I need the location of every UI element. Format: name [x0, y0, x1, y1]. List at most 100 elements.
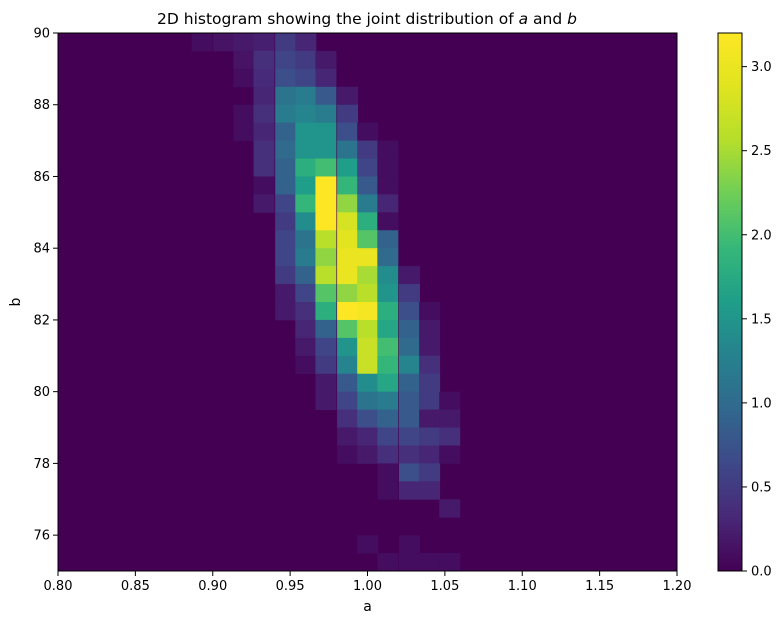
- y-tick-label: 90: [33, 27, 50, 42]
- histogram-cell: [398, 445, 420, 464]
- histogram-cell: [377, 355, 399, 375]
- histogram-cell: [253, 86, 275, 106]
- histogram-cell: [398, 553, 420, 571]
- colorbar-tick-label: 2.5: [751, 144, 772, 159]
- histogram-cell: [295, 194, 317, 213]
- histogram-cell: [315, 337, 337, 357]
- histogram-cell: [315, 212, 337, 231]
- x-tick-label: 0.85: [121, 579, 150, 594]
- histogram-cell: [377, 194, 399, 213]
- histogram-cell: [295, 337, 317, 357]
- histogram-cell: [253, 104, 275, 124]
- histogram-cell: [315, 122, 337, 141]
- histogram-cell: [295, 266, 317, 285]
- histogram-cell: [253, 140, 275, 159]
- histogram-cell: [295, 284, 317, 303]
- histogram-cell: [337, 212, 359, 231]
- histogram-cell: [275, 50, 297, 70]
- histogram-cell: [315, 373, 337, 393]
- colorbar-axis: 0.0 0.5 1.0 1.5 2.0 2.5 3.0: [742, 60, 772, 580]
- histogram-cell: [275, 122, 297, 141]
- y-tick-label: 84: [33, 242, 50, 257]
- histogram-cell: [337, 373, 359, 393]
- colorbar-tick-label: 3.0: [751, 60, 772, 75]
- histogram-cell: [398, 355, 420, 375]
- histogram-cell: [233, 33, 255, 52]
- histogram-cell: [377, 319, 399, 339]
- histogram-cell: [357, 535, 379, 554]
- histogram-cell: [377, 463, 399, 482]
- histogram-cell: [315, 140, 337, 159]
- histogram-cell: [315, 355, 337, 375]
- histogram-cell: [233, 104, 255, 124]
- histogram-cell: [357, 409, 379, 428]
- histogram-cell: [398, 481, 420, 500]
- histogram-cell: [357, 355, 379, 375]
- histogram-cell: [357, 266, 379, 285]
- histogram-cell: [398, 409, 420, 428]
- histogram-cell: [213, 33, 235, 52]
- histogram-cell: [315, 248, 337, 267]
- histogram-cell: [295, 158, 317, 177]
- x-tick-label: 0.90: [198, 579, 227, 594]
- histogram-cell: [253, 158, 275, 177]
- histogram-cell: [337, 284, 359, 303]
- histogram-cell: [337, 337, 359, 357]
- histogram-cell: [337, 266, 359, 285]
- histogram-cell: [253, 122, 275, 141]
- histogram-cell: [275, 33, 297, 52]
- x-tick-label: 0.80: [44, 579, 73, 594]
- histogram-cell: [439, 409, 461, 428]
- histogram-cell: [191, 33, 213, 52]
- histogram-cell: [337, 445, 359, 464]
- histogram-cell: [398, 266, 420, 285]
- histogram-cell: [357, 122, 379, 141]
- colorbar-tick-label: 2.0: [751, 228, 772, 243]
- histogram-cell: [377, 266, 399, 285]
- histogram-cell: [398, 284, 420, 303]
- histogram-cells: [191, 33, 461, 571]
- histogram-cell: [253, 50, 275, 70]
- histogram-cell: [315, 50, 337, 70]
- histogram-cell: [315, 230, 337, 249]
- histogram-cell: [419, 553, 441, 571]
- x-axis-label: a: [363, 599, 372, 615]
- y-axis: 76 78 80 82 84 86 88 90: [33, 27, 58, 544]
- histogram-cell: [295, 230, 317, 249]
- x-tick-label: 1.20: [663, 579, 692, 594]
- y-tick-label: 82: [33, 313, 50, 328]
- x-axis: 0.80 0.85 0.90 0.95 1.00 1.05 1.10 1.15 1.20: [44, 571, 692, 594]
- histogram-cell: [275, 212, 297, 231]
- colorbar-frame: [717, 32, 743, 572]
- histogram-cell: [377, 391, 399, 410]
- histogram-cell: [337, 86, 359, 106]
- histogram-cell: [295, 212, 317, 231]
- histogram-cell: [357, 445, 379, 464]
- histogram-cell: [253, 176, 275, 195]
- histogram-cell: [337, 409, 359, 428]
- histogram-cell: [357, 302, 379, 321]
- histogram-cell: [357, 427, 379, 446]
- histogram-cell: [377, 427, 399, 446]
- chart-title: 2D histogram showing the joint distribut…: [157, 10, 577, 28]
- histogram-cell: [419, 409, 441, 428]
- histogram-cell: [419, 463, 441, 482]
- histogram-cell: [295, 33, 317, 52]
- histogram-cell: [377, 409, 399, 428]
- histogram-cell: [295, 140, 317, 159]
- histogram-cell: [337, 355, 359, 375]
- histogram-cell: [295, 86, 317, 106]
- histogram-cell: [357, 391, 379, 410]
- y-tick-label: 88: [33, 98, 50, 113]
- histogram-cell: [398, 337, 420, 357]
- histogram-cell: [253, 194, 275, 213]
- histogram-cell: [398, 391, 420, 410]
- histogram-cell: [295, 176, 317, 195]
- histogram-cell: [275, 140, 297, 159]
- histogram-cell: [419, 481, 441, 500]
- histogram-cell: [337, 122, 359, 141]
- histogram-cell: [357, 212, 379, 231]
- histogram-cell: [398, 427, 420, 446]
- histogram-cell: [337, 391, 359, 410]
- histogram-cell: [295, 302, 317, 321]
